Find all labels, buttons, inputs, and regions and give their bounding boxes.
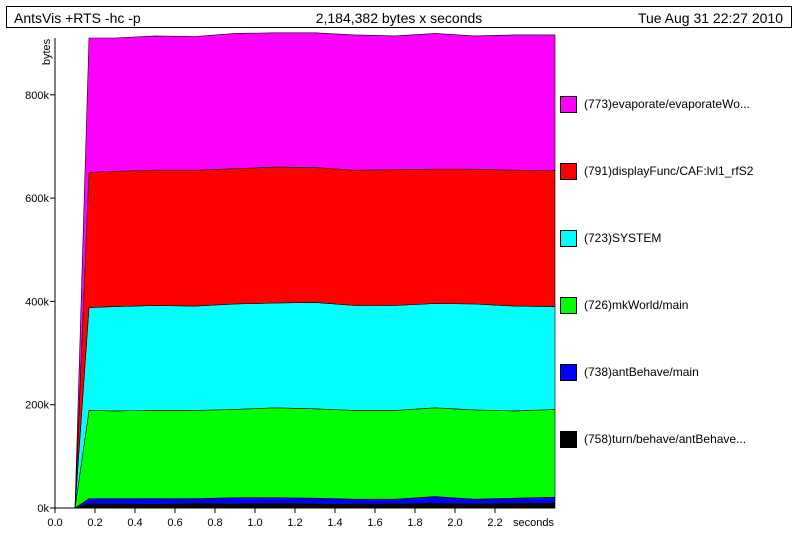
- run-date: Tue Aug 31 22:27 2010: [637, 10, 783, 26]
- x-tick-label: 1.2: [287, 517, 302, 529]
- legend-swatch: [560, 230, 577, 247]
- area-series-5: [74, 32, 556, 509]
- legend-label: (723)SYSTEM: [584, 231, 662, 245]
- x-tick-label: 0.0: [47, 517, 62, 529]
- x-tick-label: 1.6: [367, 517, 382, 529]
- legend-label: (773)evaporate/evaporateWo...: [584, 97, 750, 111]
- legend-swatch: [560, 364, 577, 381]
- y-tick-label: 400k: [25, 296, 49, 308]
- x-tick-label: 2.2: [487, 517, 502, 529]
- x-axis-label: seconds: [513, 517, 554, 529]
- legend-label: (726)mkWorld/main: [584, 298, 689, 312]
- legend-label: (758)turn/behave/antBehave...: [584, 432, 747, 446]
- legend-swatch: [560, 96, 577, 113]
- y-tick-label: 800k: [25, 90, 49, 102]
- y-ticks: 0k 200k 400k 600k 800k: [25, 90, 55, 515]
- legend-label: (791)displayFunc/CAF:lvl1_rfS2: [584, 164, 754, 178]
- total-bytes-seconds: 2,184,382 bytes x seconds: [315, 10, 483, 26]
- y-tick-label: 600k: [25, 193, 49, 205]
- stacked-areas: [74, 32, 556, 509]
- x-tick-label: 0.2: [87, 517, 102, 529]
- chart-header: AntsVis +RTS -hc -p 2,184,382 bytes x se…: [6, 6, 792, 28]
- x-tick-label: 0.4: [127, 517, 142, 529]
- y-tick-label: 0k: [37, 503, 49, 515]
- x-ticks: 0.0 0.2 0.4 0.6 0.8 1.0 1.2 1.4 1.6 1.8 2.0 2.2: [47, 508, 503, 529]
- axes: [54, 38, 555, 509]
- x-tick-label: 2.0: [447, 517, 462, 529]
- area-series-2: [74, 407, 556, 509]
- x-tick-label: 1.8: [407, 517, 422, 529]
- y-tick-label: 200k: [25, 400, 49, 412]
- x-tick-label: 1.0: [247, 517, 262, 529]
- y-axis-label: bytes: [41, 38, 53, 65]
- legend-swatch: [560, 431, 577, 448]
- legend-swatch: [560, 163, 577, 180]
- legend-label: (738)antBehave/main: [584, 365, 699, 379]
- x-tick-label: 0.6: [167, 517, 182, 529]
- legend-swatch: [560, 297, 577, 314]
- x-tick-label: 0.8: [207, 517, 222, 529]
- x-tick-label: 1.4: [327, 517, 342, 529]
- program-name: AntsVis +RTS -hc -p: [14, 10, 141, 26]
